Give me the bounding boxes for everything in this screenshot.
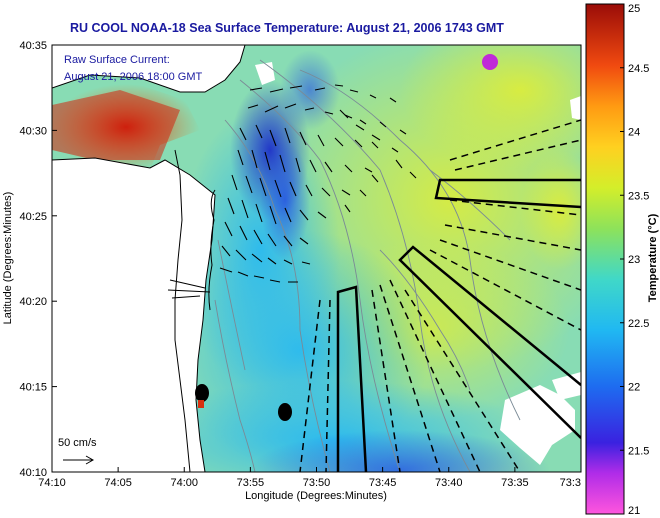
x-tick-label: 74:10: [38, 477, 66, 489]
x-tick-label: 74:05: [104, 477, 132, 489]
colorbar: [585, 3, 625, 515]
x-tick-label: 73:45: [369, 477, 397, 489]
annotation-line-2: August 21, 2006 18:00 GMT: [64, 71, 202, 83]
x-tick-label: 74:00: [170, 477, 198, 489]
colorbar-tick-label: 25: [628, 3, 640, 15]
figure-title: RU COOL NOAA-18 Sea Surface Temperature:…: [70, 21, 504, 35]
y-tick-label: 40:15: [19, 382, 47, 394]
annotation-line-1: Raw Surface Current:: [64, 54, 170, 66]
colorbar-tick-label: 23.5: [628, 190, 649, 202]
colorbar-tick-label: 23: [628, 254, 640, 266]
x-axis-label: Longitude (Degrees:Minutes): [245, 490, 387, 502]
x-tick-label: 73:50: [303, 477, 331, 489]
x-tick-label: 73:3: [560, 477, 581, 489]
y-tick-label: 40:25: [19, 211, 47, 223]
colorbar-tick-label: 21.5: [628, 445, 649, 457]
bathymetry-contours: [214, 59, 521, 472]
station-marker: [278, 403, 292, 421]
x-tick-label: 73:55: [237, 477, 265, 489]
x-axis-ticks: 74:10 74:05 74:00 73:55 73:50 73:45 73:40 73:35…: [38, 467, 582, 489]
x-tick-label: 73:40: [435, 477, 463, 489]
station-marker: [195, 384, 209, 402]
y-tick-label: 40:30: [19, 125, 47, 137]
scale-arrow: [63, 455, 95, 465]
current-vectors: [219, 84, 417, 283]
colorbar-tick-label: 21: [628, 505, 640, 517]
y-tick-label: 40:10: [19, 467, 47, 479]
colorbar-ticks: 25 24.5 24 23.5 23 22.5 22 21.5 21: [620, 3, 649, 517]
y-tick-label: 40:35: [19, 40, 47, 52]
y-axis-ticks: 40:35 40:30 40:25 40:20 40:15 40:10: [19, 40, 57, 479]
radial-transects: [299, 119, 581, 472]
scale-label: 50 cm/s: [58, 437, 97, 449]
colorbar-tick-label: 24.5: [628, 63, 649, 75]
colorbar-label: Temperature (°C): [647, 213, 659, 302]
colorbar-tick-label: 22.5: [628, 318, 649, 330]
y-tick-label: 40:20: [19, 296, 47, 308]
colorbar-tick-label: 24: [628, 127, 640, 139]
x-tick-label: 73:35: [501, 477, 529, 489]
y-axis-label: Latitude (Degrees:Minutes): [2, 192, 14, 325]
transect-boxes: [336, 178, 581, 472]
sst-field: [52, 45, 581, 472]
colorbar-tick-label: 22: [628, 382, 640, 394]
